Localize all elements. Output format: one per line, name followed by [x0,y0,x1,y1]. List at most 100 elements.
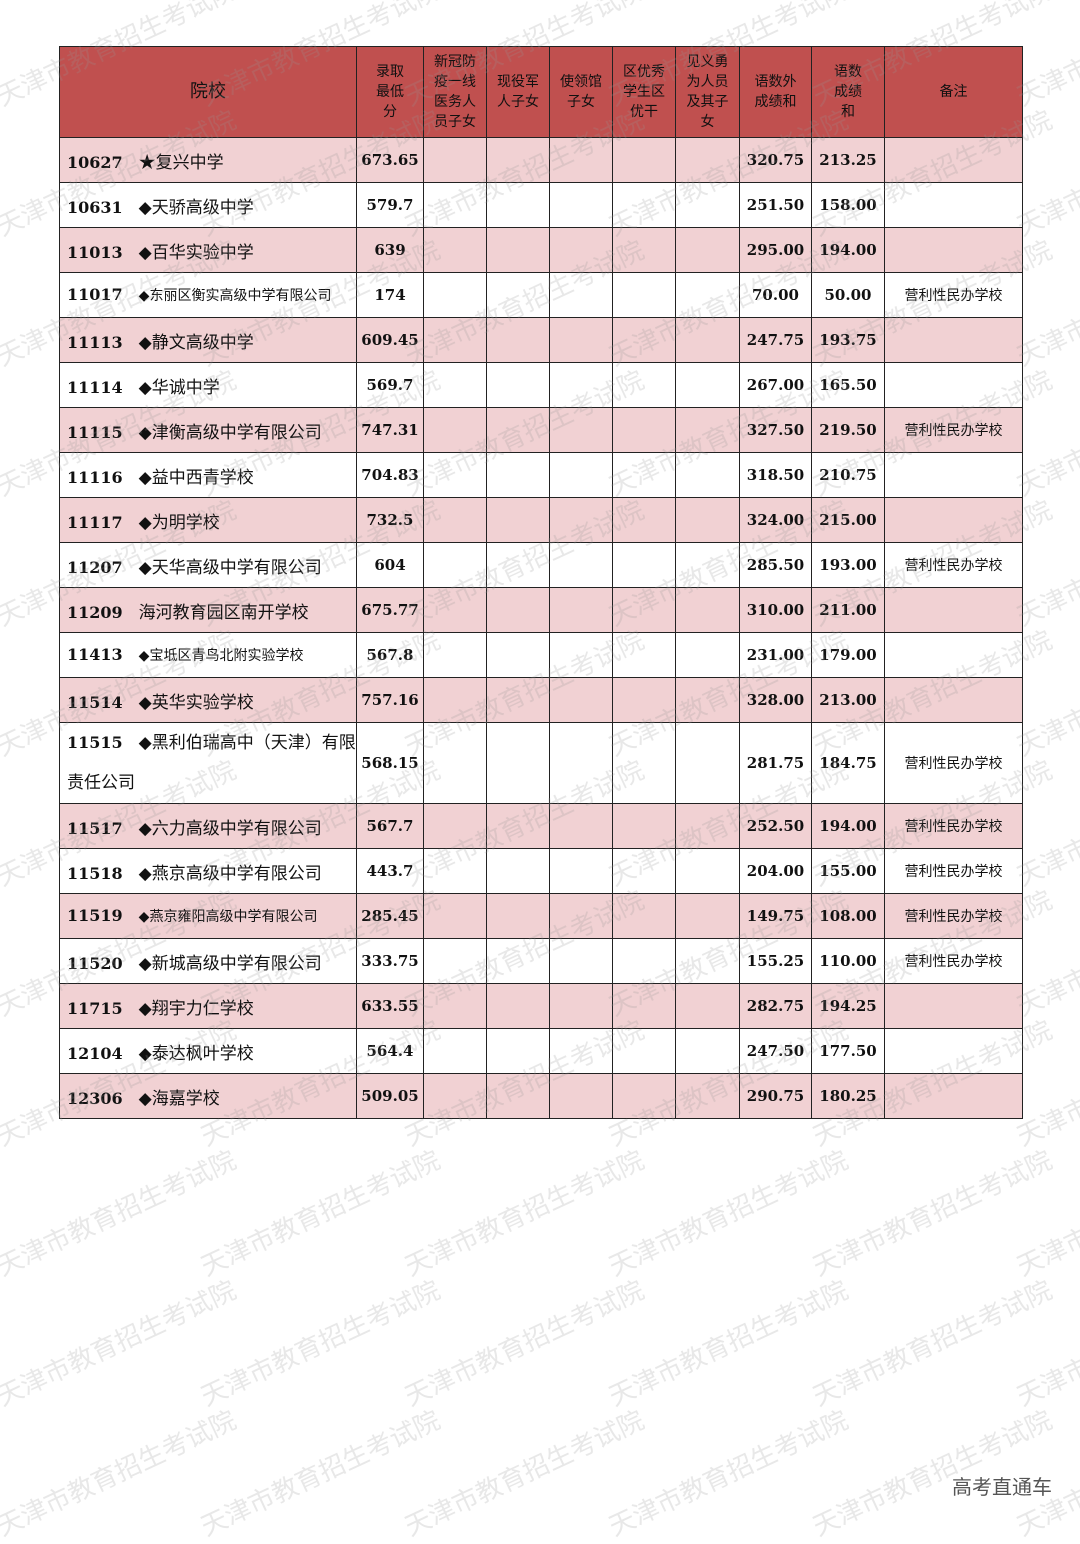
table-row: 11013 ◆百华实验中学 639 295.00 194.00 [59,227,1023,273]
remark-cell: 营利性民办学校 [884,272,1023,318]
chn-math-cell: 180.25 [811,1073,885,1119]
empty-cell [423,1028,487,1074]
header-min-score: 录取 最低分 [356,46,424,138]
school-cell: 12104 ◆泰达枫叶学校 [59,1028,357,1074]
header-chn-math-sum: 语数 成绩和 [811,46,885,138]
empty-cell [486,632,550,678]
school-cell: 11207 ◆天华高级中学有限公司 [59,542,357,588]
school-name: ◆百华实验中学 [138,242,254,263]
school-code: 12104 [67,1043,123,1063]
school-code: 11515 [67,733,123,752]
school-code: 11517 [67,818,123,838]
empty-cell [612,677,676,723]
empty-cell [486,317,550,363]
school-cell: 11515 ◆黑利伯瑞高中（天津）有限责任公司 [59,722,357,804]
empty-cell [549,137,613,183]
empty-cell [675,272,740,318]
chn-math-cell: 177.50 [811,1028,885,1074]
school-code: 11117 [67,512,123,532]
watermark-text: 天津市教育招生考试院 [0,1275,241,1413]
remark-cell: 营利性民办学校 [884,407,1023,453]
min-score-cell: 567.7 [356,803,424,849]
header-school: 院校 [59,46,357,138]
school-code: 10631 [67,197,123,217]
remark-cell [884,497,1023,543]
empty-cell [612,137,676,183]
school-cell: 11413 ◆宝坻区青鸟北附实验学校 [59,632,357,678]
header-heroic-children: 见义勇 为人员 及其子女 [675,46,740,138]
empty-cell [423,227,487,273]
empty-cell [486,497,550,543]
watermark-text: 天津市教育招生考试院 [604,1275,853,1413]
school-code: 11114 [67,377,123,397]
empty-cell [423,893,487,939]
chn-math-cell: 215.00 [811,497,885,543]
empty-cell [612,938,676,984]
empty-cell [549,542,613,588]
empty-cell [486,803,550,849]
watermark-text: 天津市教育招生考试院 [604,1145,853,1283]
remark-cell [884,1028,1023,1074]
empty-cell [423,497,487,543]
school-cell: 11517 ◆六力高级中学有限公司 [59,803,357,849]
chn-math-eng-cell: 247.50 [739,1028,812,1074]
school-cell: 11013 ◆百华实验中学 [59,227,357,273]
school-name: ◆天骄高级中学 [138,197,254,218]
watermark-text: 天津市教育招生考试院 [808,1275,1057,1413]
table-row: 11520 ◆新城高级中学有限公司 333.75 155.25 110.00 营利性民办学… [59,938,1023,984]
empty-cell [549,848,613,894]
school-name: ◆静文高级中学 [138,332,254,353]
empty-cell [423,407,487,453]
min-score-cell: 673.65 [356,137,424,183]
school-cell: 10631 ◆天骄高级中学 [59,182,357,228]
watermark-text: 天津市教育招生考试院 [196,1275,445,1413]
chn-math-eng-cell: 324.00 [739,497,812,543]
empty-cell [549,983,613,1029]
chn-math-eng-cell: 149.75 [739,893,812,939]
chn-math-cell: 210.75 [811,452,885,498]
school-cell: 11518 ◆燕京高级中学有限公司 [59,848,357,894]
table-header-row: 院校 录取 最低分 新冠防 疫一线 医务人 员子女 现役军 人子女 使领馆 子女 区优秀 学生… [59,46,1023,138]
watermark-text: 天津市教育招生考试院 [808,1145,1057,1283]
empty-cell [549,938,613,984]
empty-cell [675,803,740,849]
table-row: 11715 ◆翔宇力仁学校 633.55 282.75 194.25 [59,983,1023,1029]
table-row: 11209 海河教育园区南开学校 675.77 310.00 211.00 [59,587,1023,633]
table-row: 11117 ◆为明学校 732.5 324.00 215.00 [59,497,1023,543]
school-cell: 11519 ◆燕京雍阳高级中学有限公司 [59,893,357,939]
empty-cell [612,803,676,849]
empty-cell [675,227,740,273]
empty-cell [549,677,613,723]
school-code: 11017 [67,285,123,304]
school-name: ◆天华高级中学有限公司 [138,557,322,578]
empty-cell [675,407,740,453]
chn-math-eng-cell: 310.00 [739,587,812,633]
school-code: 12306 [67,1088,123,1108]
table-row: 11515 ◆黑利伯瑞高中（天津）有限责任公司 568.15 281.75 184.75… [59,722,1023,804]
school-cell: 11116 ◆益中西青学校 [59,452,357,498]
school-code: 11209 [67,602,123,622]
min-score-cell: 567.8 [356,632,424,678]
empty-cell [423,452,487,498]
school-cell: 11115 ◆津衡高级中学有限公司 [59,407,357,453]
chn-math-eng-cell: 231.00 [739,632,812,678]
remark-cell: 营利性民办学校 [884,938,1023,984]
chn-math-eng-cell: 247.75 [739,317,812,363]
chn-math-eng-cell: 155.25 [739,938,812,984]
school-cell: 11117 ◆为明学校 [59,497,357,543]
chn-math-eng-cell: 252.50 [739,803,812,849]
table-row: 10627 ★复兴中学 673.65 320.75 213.25 [59,137,1023,183]
empty-cell [549,893,613,939]
min-score-cell: 569.7 [356,362,424,408]
min-score-cell: 333.75 [356,938,424,984]
min-score-cell: 747.31 [356,407,424,453]
school-code: 11514 [67,692,123,712]
empty-cell [549,407,613,453]
school-code: 11116 [67,467,123,487]
min-score-cell: 639 [356,227,424,273]
chn-math-eng-cell: 282.75 [739,983,812,1029]
logo-text: 高考直通车 [952,1475,1052,1499]
school-cell: 11520 ◆新城高级中学有限公司 [59,938,357,984]
empty-cell [423,317,487,363]
min-score-cell: 509.05 [356,1073,424,1119]
